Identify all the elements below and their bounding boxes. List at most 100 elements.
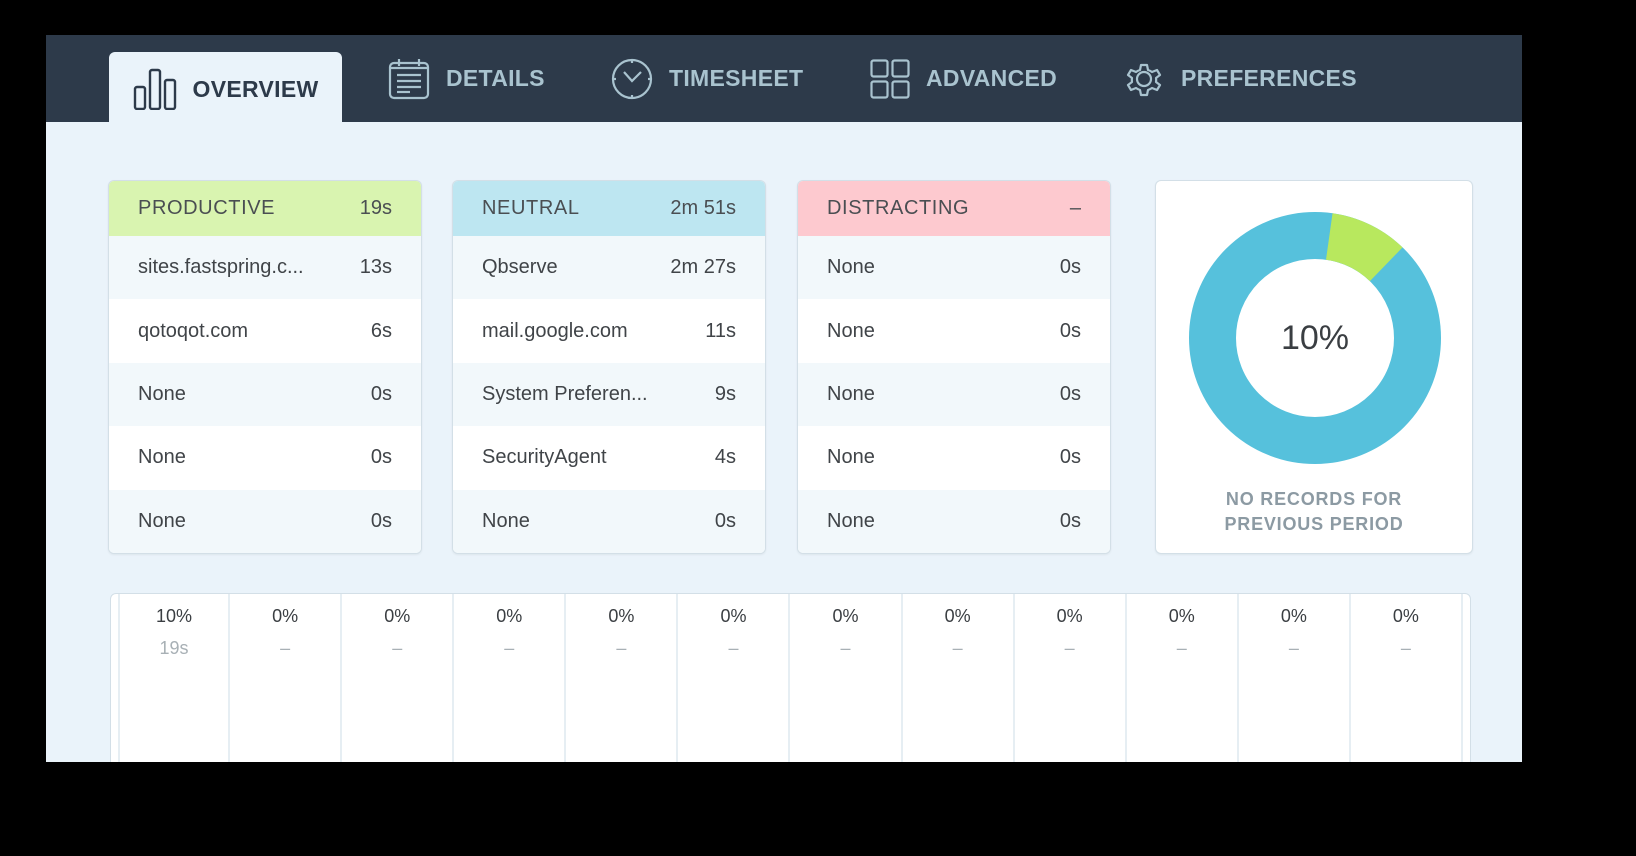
- item-name: System Preferen...: [482, 382, 648, 405]
- column-percent: 0%: [832, 606, 859, 626]
- category-title: PRODUCTIVE: [138, 197, 276, 219]
- distracting-card: DISTRACTING – None 0s None 0s None 0s None 0…: [797, 180, 1111, 554]
- tab-preferences[interactable]: PREFERENCES: [1123, 35, 1357, 122]
- item-time: 13s: [359, 256, 392, 279]
- item-time: 0s: [1059, 382, 1081, 405]
- item-name: SecurityAgent: [482, 446, 607, 469]
- list-item[interactable]: mail.google.com 11s: [453, 299, 765, 363]
- column-percent: 0%: [384, 606, 411, 626]
- caption-line: NO RECORDS FOR: [1225, 489, 1403, 509]
- item-time: 0s: [1059, 509, 1081, 532]
- timeline-column[interactable]: 0% –: [1239, 594, 1351, 762]
- previous-period-caption: NO RECORDS FOR PREVIOUS PERIOD: [1156, 487, 1472, 537]
- column-time: –: [952, 638, 963, 658]
- column-time: –: [1288, 638, 1299, 658]
- list-item[interactable]: None 0s: [798, 426, 1110, 490]
- category-total: –: [1069, 197, 1081, 219]
- list-item[interactable]: qotoqot.com 6s: [109, 299, 421, 363]
- column-percent: 0%: [720, 606, 747, 626]
- timeline-column[interactable]: 0% –: [1351, 594, 1463, 762]
- column-percent: 0%: [944, 606, 971, 626]
- tab-timesheet[interactable]: TIMESHEET: [611, 35, 803, 122]
- column-time: –: [728, 638, 739, 658]
- list-item[interactable]: None 0s: [798, 362, 1110, 427]
- item-name: None: [138, 382, 186, 405]
- timeline-column[interactable]: 0% –: [566, 594, 679, 762]
- timeline-column[interactable]: 0% –: [342, 594, 455, 762]
- item-time: 6s: [370, 319, 392, 342]
- tab-label: ADVANCED: [926, 65, 1058, 91]
- list-item[interactable]: None 0s: [798, 489, 1110, 553]
- timeline-column[interactable]: 0% –: [230, 594, 343, 762]
- item-time: 0s: [1059, 256, 1081, 279]
- list-item[interactable]: SecurityAgent 4s: [453, 426, 765, 490]
- column-percent: 0%: [496, 606, 523, 626]
- item-time: 0s: [370, 509, 392, 532]
- card-header[interactable]: DISTRACTING –: [798, 181, 1110, 236]
- column-percent: 0%: [608, 606, 635, 626]
- item-name: Qbserve: [482, 256, 558, 279]
- column-percent: 0%: [272, 606, 299, 626]
- timeline-column[interactable]: 0% –: [678, 594, 791, 762]
- list-item[interactable]: None 0s: [109, 489, 421, 553]
- tab-label: PREFERENCES: [1181, 65, 1357, 91]
- item-time: 0s: [1059, 319, 1081, 342]
- timeline-column[interactable]: 10% 19s: [118, 594, 231, 762]
- donut-center-label: 10%: [1280, 318, 1350, 357]
- tab-details[interactable]: DETAILS: [388, 35, 545, 122]
- column-percent: 0%: [1056, 606, 1083, 626]
- productive-card: PRODUCTIVE 19s sites.fastspring.c... 13s …: [108, 180, 422, 554]
- list-item[interactable]: None 0s: [109, 362, 421, 427]
- tab-label: TIMESHEET: [669, 65, 804, 91]
- productivity-donut-chart: 10%: [1189, 212, 1441, 464]
- card-header[interactable]: NEUTRAL 2m 51s: [453, 181, 765, 236]
- item-time: 0s: [1059, 446, 1081, 469]
- productivity-donut-card: 10% NO RECORDS FOR PREVIOUS PERIOD: [1155, 180, 1473, 554]
- hourly-timeline: 10% 19s 0% – 0% – 0% – 0% – 0% – 0% – 0% – 0% – 0…: [110, 593, 1471, 762]
- clock-icon: [611, 58, 653, 100]
- card-header[interactable]: PRODUCTIVE 19s: [109, 181, 421, 236]
- notepad-icon: [388, 58, 430, 100]
- neutral-card: NEUTRAL 2m 51s Qbserve 2m 27s mail.google…: [452, 180, 766, 554]
- item-name: None: [138, 446, 186, 469]
- column-time: –: [1176, 638, 1187, 658]
- item-name: None: [827, 319, 875, 342]
- column-time: –: [840, 638, 851, 658]
- item-time: 2m 27s: [670, 256, 736, 279]
- list-item[interactable]: None 0s: [798, 236, 1110, 300]
- list-item[interactable]: Qbserve 2m 27s: [453, 236, 765, 300]
- bar-chart-icon: [133, 68, 177, 110]
- list-item[interactable]: sites.fastspring.c... 13s: [109, 236, 421, 300]
- list-item[interactable]: System Preferen... 9s: [453, 362, 765, 427]
- timeline-column[interactable]: 0% –: [1015, 594, 1127, 762]
- caption-line: PREVIOUS PERIOD: [1224, 514, 1404, 534]
- item-time: 0s: [370, 382, 392, 405]
- app-window: OVERVIEW DETAILS: [46, 35, 1522, 762]
- list-item[interactable]: None 0s: [109, 426, 421, 490]
- tab-bar: OVERVIEW DETAILS: [46, 35, 1522, 122]
- item-time: 0s: [714, 509, 736, 532]
- column-time: –: [1400, 638, 1411, 658]
- item-time: 0s: [370, 446, 392, 469]
- category-title: DISTRACTING: [827, 197, 970, 219]
- item-name: mail.google.com: [482, 319, 628, 342]
- tab-overview[interactable]: OVERVIEW: [109, 52, 342, 122]
- category-title: NEUTRAL: [482, 197, 580, 219]
- column-time: –: [392, 638, 403, 658]
- column-time: –: [1064, 638, 1075, 658]
- tab-label: DETAILS: [446, 65, 545, 91]
- item-name: None: [482, 509, 530, 532]
- column-percent: 10%: [156, 606, 193, 626]
- list-item[interactable]: None 0s: [453, 489, 765, 553]
- column-percent: 0%: [1280, 606, 1307, 626]
- column-time: 19s: [159, 638, 189, 658]
- timeline-column[interactable]: 0% –: [903, 594, 1015, 762]
- timeline-column[interactable]: 0% –: [1127, 594, 1239, 762]
- item-name: None: [827, 446, 875, 469]
- column-time: –: [616, 638, 627, 658]
- tab-advanced[interactable]: ADVANCED: [870, 35, 1057, 122]
- list-item[interactable]: None 0s: [798, 299, 1110, 363]
- timeline-column[interactable]: 0% –: [790, 594, 903, 762]
- timeline-column[interactable]: 0% –: [454, 594, 567, 762]
- item-name: None: [827, 509, 875, 532]
